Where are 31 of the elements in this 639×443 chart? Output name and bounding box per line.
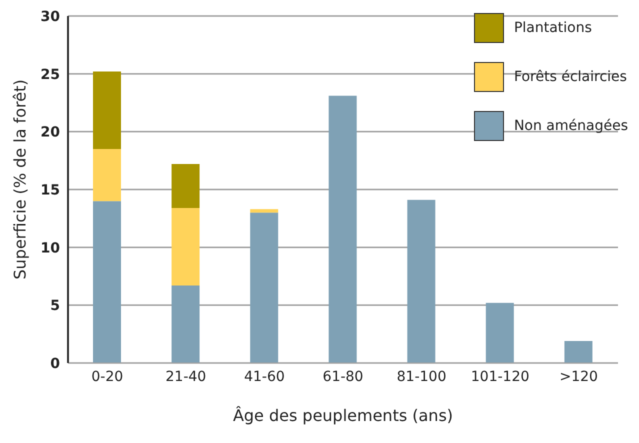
bar (172, 208, 200, 286)
y-tick-label: 20 (40, 124, 60, 141)
x-tick-label: 101-120 (470, 368, 530, 385)
bar (328, 96, 357, 363)
y-tick-label: 0 (50, 356, 60, 372)
legend-label: Forêts éclaircies (514, 69, 627, 85)
x-axis-title: Âge des peuplements (ans) (232, 406, 454, 425)
bar (172, 164, 200, 208)
x-tick-label: 81-100 (396, 368, 446, 385)
y-tick-label: 10 (40, 240, 60, 256)
bar (250, 209, 278, 213)
x-tick-label: 21-40 (166, 368, 206, 385)
bar (564, 341, 592, 363)
legend-label: Plantations (514, 20, 592, 36)
y-tick-label: 30 (40, 8, 60, 25)
x-tick-label: >120 (559, 368, 598, 385)
bar (172, 286, 200, 363)
x-tick-label: 0-20 (91, 368, 124, 385)
bar (486, 302, 514, 363)
legend-label: Non aménagées (514, 118, 628, 134)
y-axis-title: Superficie (% de la forêt) (10, 79, 30, 280)
y-tick-label: 15 (40, 182, 60, 198)
x-tick-label: 41-60 (244, 368, 285, 385)
bar (250, 212, 278, 363)
x-tick-label: 61-80 (322, 368, 364, 385)
bar (93, 149, 121, 202)
bar (407, 200, 436, 363)
y-tick-label: 25 (40, 66, 60, 83)
y-tick-label: 5 (50, 298, 60, 314)
bar (93, 72, 121, 150)
bar (93, 201, 121, 363)
